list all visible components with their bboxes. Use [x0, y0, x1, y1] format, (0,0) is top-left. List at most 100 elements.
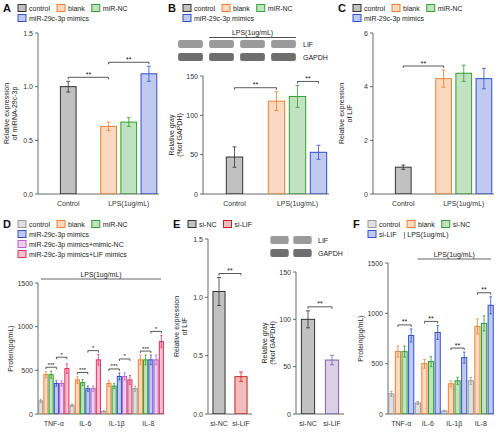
legend-swatch	[407, 221, 415, 228]
blot-band-label: LIF	[303, 41, 313, 48]
error-bar	[275, 92, 279, 111]
error-bar	[436, 325, 439, 339]
y-tick-label: 0.5	[23, 137, 33, 144]
error-bar	[442, 70, 446, 87]
error-bar	[71, 404, 73, 407]
bar	[49, 375, 53, 414]
panel-title: F	[353, 218, 360, 230]
bar	[475, 326, 480, 414]
error-bar	[134, 386, 136, 391]
bar	[268, 101, 284, 194]
y-axis-label-line: of LIF	[181, 318, 188, 336]
legend-swatch	[222, 5, 230, 12]
y-tick-label: 1500	[367, 260, 383, 267]
x-tick-label: si-NC	[210, 420, 228, 427]
y-tick	[35, 326, 38, 327]
blot-band	[271, 40, 296, 48]
blot-band	[178, 40, 203, 48]
x-tick-label: TNF-α	[391, 420, 411, 427]
legend-swatch	[224, 221, 232, 228]
y-tick-label: 0.0	[193, 411, 203, 418]
y-tick	[370, 86, 373, 87]
blot-label: LPS(1ug/mL)	[232, 29, 273, 37]
blot-band	[293, 249, 311, 257]
legend-swatch	[188, 221, 196, 228]
y-axis-label-line: Relative expression	[3, 83, 11, 144]
y-axis	[38, 33, 39, 194]
y-axis-label: Protein(pg/mL)	[7, 325, 15, 371]
y-tick	[35, 140, 38, 141]
error-bar	[118, 373, 120, 380]
y-axis-label: Relative expressionof miRNA-29c-3p	[3, 83, 19, 144]
legend-swatch	[18, 221, 26, 228]
error-bar	[476, 319, 479, 334]
legend-label: miR-29c-3p mimics	[194, 15, 254, 23]
y-axis	[208, 239, 209, 414]
significance-label: ***	[79, 367, 87, 373]
x-tick-label: Control	[57, 200, 80, 207]
bar	[123, 376, 127, 414]
legend-label: si-LIF	[235, 221, 253, 228]
bar	[159, 342, 163, 414]
legend-label: blank	[418, 221, 435, 228]
y-tick-label: 150	[279, 269, 291, 276]
error-bar	[306, 311, 310, 328]
legend-swatch	[427, 5, 435, 12]
y-tick-label: 1.5	[23, 30, 33, 37]
y-tick	[200, 115, 203, 116]
panel-title: A	[3, 2, 11, 14]
y-tick-label: 1.5	[193, 236, 203, 243]
x-tick-label: LPS(1ug/mL)	[277, 200, 318, 208]
legend-swatch	[18, 241, 26, 248]
error-bar	[55, 381, 57, 386]
error-bar	[92, 386, 94, 391]
bar	[435, 332, 440, 414]
y-tick-label: 500	[371, 360, 383, 367]
y-tick	[370, 194, 373, 195]
y-axis-label-line: (%of GAPDH)	[176, 113, 184, 157]
significance-label: *	[123, 353, 126, 359]
y-axis	[38, 283, 39, 414]
y-tick	[385, 363, 388, 364]
error-bar	[330, 355, 334, 364]
blot-band	[270, 249, 288, 257]
y-tick-label: 0.0	[23, 191, 33, 198]
significance-label: *	[155, 326, 158, 332]
blot-band	[271, 53, 296, 61]
significance-label: *	[92, 345, 95, 351]
bar	[149, 360, 153, 414]
legend-label: miR-29c-3p mimics	[29, 231, 89, 239]
bar	[96, 360, 100, 414]
legend-swatch	[368, 221, 376, 228]
legend-label: miR-NC	[268, 5, 293, 12]
error-bar	[108, 380, 110, 386]
bar	[395, 352, 400, 414]
significance-label: **	[126, 56, 132, 63]
error-bar	[417, 401, 420, 404]
significance-label: ***	[48, 362, 56, 368]
error-bar	[107, 122, 111, 131]
legend-swatch	[183, 15, 191, 22]
panel-title: D	[3, 218, 11, 230]
bar	[91, 389, 95, 414]
error-bar	[155, 355, 157, 365]
legend-swatch	[18, 231, 26, 238]
legend-label: si-LIF	[379, 231, 397, 238]
bar	[141, 74, 157, 194]
legend-swatch	[442, 221, 450, 228]
blot-band-label: GAPDH	[303, 54, 328, 61]
legend-label: control	[29, 221, 50, 228]
significance-label: ***	[142, 346, 150, 352]
y-axis-label-line: (%of GAPDH)	[269, 321, 277, 365]
y-tick	[35, 33, 38, 34]
y-tick-label: 2	[364, 137, 368, 144]
legend-label: miR-29c-3p mimics+mimic-NC	[29, 241, 124, 249]
error-bar	[103, 411, 105, 412]
legend-label: si-NC	[199, 221, 217, 228]
x-tick-label: Control	[392, 200, 415, 207]
y-tick-label: 1.0	[193, 294, 203, 301]
blot-band	[209, 53, 234, 61]
y-tick	[200, 154, 203, 155]
bar	[448, 384, 453, 414]
bar	[462, 358, 467, 414]
